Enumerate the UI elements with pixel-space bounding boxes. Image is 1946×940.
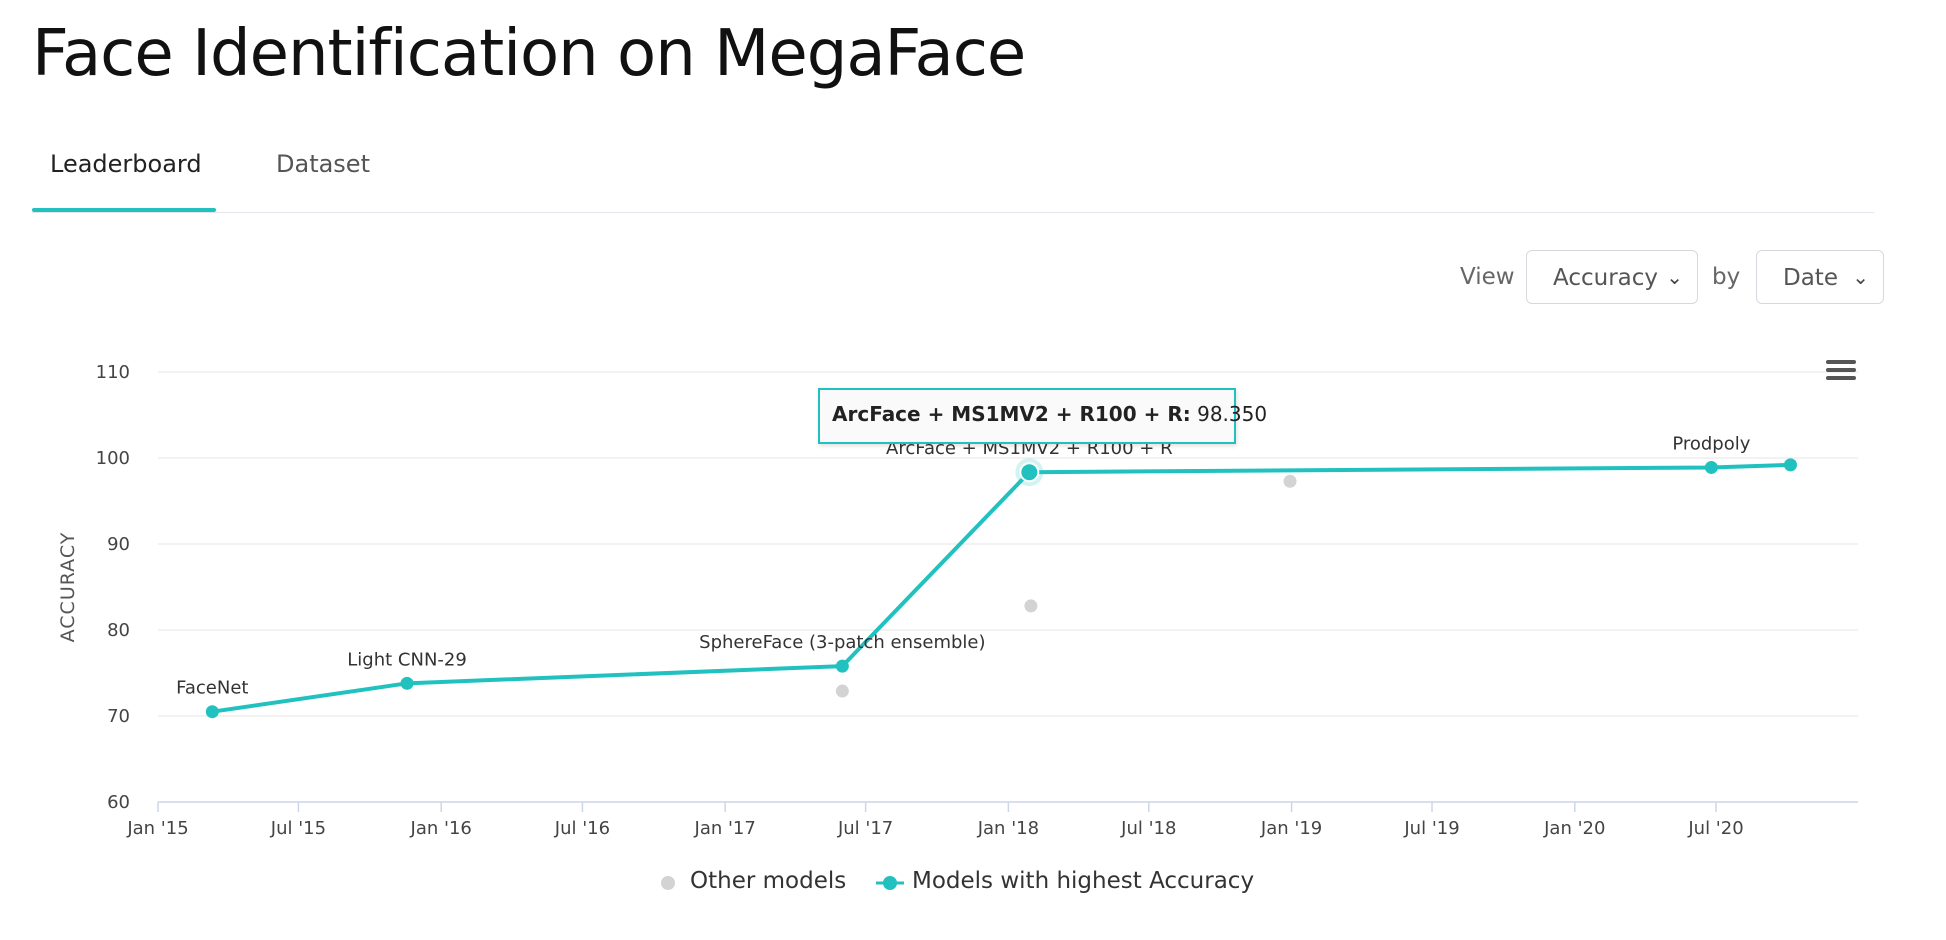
y-tick-label: 100 — [96, 448, 130, 469]
best-model-point — [1704, 460, 1718, 474]
x-tick-label: Jan '15 — [126, 818, 188, 839]
tab-leaderboard[interactable]: Leaderboard — [50, 150, 202, 178]
legend-best-marker — [876, 876, 904, 890]
data-point-label: Prodpoly — [1672, 433, 1750, 454]
other-model-point — [1283, 474, 1297, 488]
view-select-value: Accuracy — [1553, 265, 1659, 291]
other-model-point — [1024, 599, 1038, 613]
best-model-point — [1019, 462, 1040, 483]
best-models-line — [212, 462, 1791, 714]
x-tick-label: Jul '15 — [270, 818, 326, 839]
chart-tooltip: ArcFace + MS1MV2 + R100 + R: 98.350 — [818, 388, 1267, 444]
by-select-value: Date — [1783, 265, 1838, 291]
chart-legend: Other models Models with highest Accurac… — [0, 868, 1946, 898]
x-tick-label: Jan '17 — [694, 818, 756, 839]
x-tick-label: Jul '18 — [1120, 818, 1176, 839]
x-tick-label: Jul '19 — [1403, 818, 1459, 839]
chevron-down-icon: ⌄ — [1666, 265, 1683, 289]
y-tick-label: 90 — [107, 534, 130, 555]
chevron-down-icon: ⌄ — [1852, 265, 1869, 289]
x-tick-label: Jan '16 — [410, 818, 472, 839]
tab-dataset[interactable]: Dataset — [276, 150, 370, 178]
x-tick-label: Jul '20 — [1687, 818, 1743, 839]
view-select[interactable]: Accuracy ⌄ — [1526, 250, 1698, 304]
best-model-point — [835, 659, 849, 673]
by-label: by — [1712, 264, 1741, 290]
by-select[interactable]: Date ⌄ — [1756, 250, 1884, 304]
accuracy-chart: 60 70 80 90 100 110 Jan '15 Jul '15 Jan '16 Jul '… — [57, 362, 1858, 839]
tooltip-model: ArcFace + MS1MV2 + R100 + R — [832, 402, 1183, 426]
best-model-point — [1783, 458, 1797, 472]
y-tick-label: 60 — [107, 792, 130, 813]
y-axis-title: ACCURACY — [57, 532, 79, 643]
y-tick-label: 80 — [107, 620, 130, 641]
data-point-label: FaceNet — [176, 678, 248, 699]
legend-other-marker — [661, 876, 675, 890]
hamburger-menu-icon[interactable] — [1826, 360, 1856, 386]
page-title: Face Identification on MegaFace — [32, 17, 1026, 91]
x-tick-label: Jan '19 — [1260, 818, 1322, 839]
legend-best-models[interactable]: Models with highest Accuracy — [912, 868, 1255, 894]
data-point-label: Light CNN-29 — [347, 649, 467, 670]
best-model-point — [205, 705, 219, 719]
other-model-point — [835, 684, 849, 698]
y-tick-label: 110 — [96, 362, 130, 383]
active-tab-indicator — [32, 208, 216, 212]
tab-bar: Leaderboard Dataset — [32, 140, 1874, 213]
legend-other-models[interactable]: Other models — [690, 868, 847, 894]
data-point-label: SphereFace (3-patch ensemble) — [699, 632, 985, 653]
view-label: View — [1460, 264, 1515, 290]
y-tick-label: 70 — [107, 706, 130, 727]
best-model-point — [400, 676, 414, 690]
x-tick-label: Jan '18 — [977, 818, 1039, 839]
chart-controls: View Accuracy ⌄ by Date ⌄ — [0, 250, 1946, 306]
x-tick-label: Jan '20 — [1543, 818, 1605, 839]
x-tick-label: Jul '16 — [554, 818, 610, 839]
tooltip-value: 98.350 — [1197, 402, 1268, 426]
x-tick-label: Jul '17 — [837, 818, 893, 839]
